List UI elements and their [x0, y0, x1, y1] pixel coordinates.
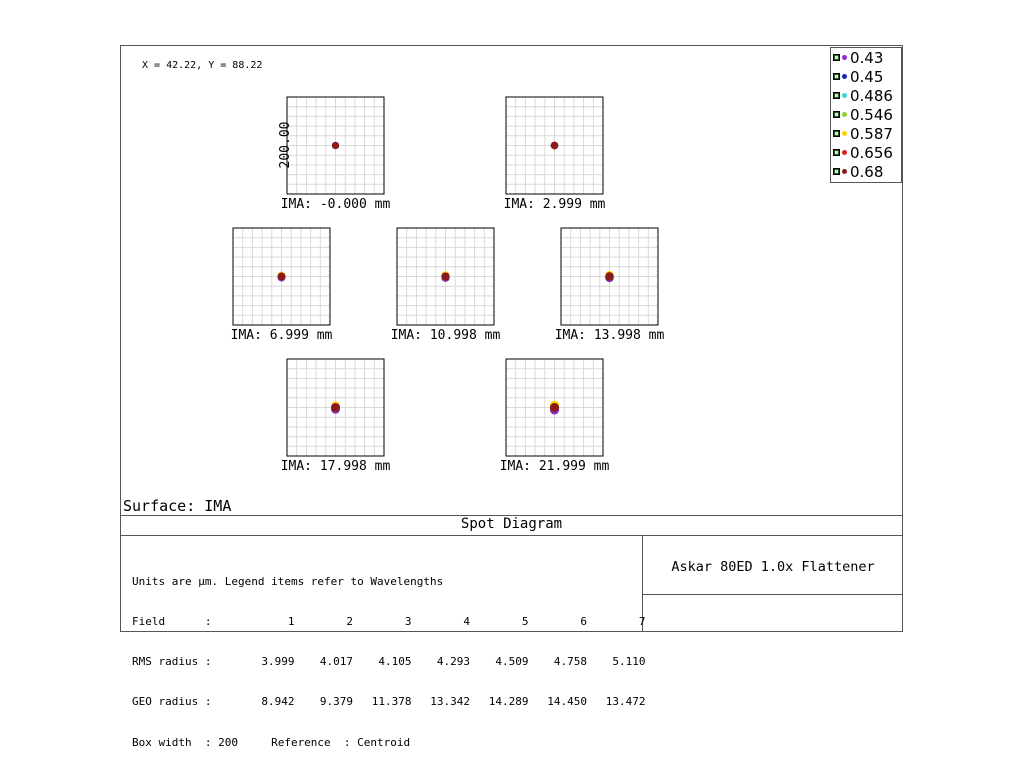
legend-label: 0.45: [850, 67, 884, 86]
spot-point: [277, 272, 286, 281]
checkbox-icon[interactable]: [833, 149, 840, 156]
spot-point: [550, 141, 559, 150]
table-cell: 4.758: [553, 655, 587, 669]
table-cell: 5.110: [612, 655, 646, 669]
legend-label: 0.43: [850, 48, 884, 67]
table-cell: 8.942: [261, 695, 295, 709]
table-cell: 3.999: [261, 655, 295, 669]
field-label: IMA: 13.998 mm: [555, 328, 665, 343]
table-cell: 7: [638, 615, 646, 629]
spot-box: [232, 227, 331, 326]
legend-marker: [842, 93, 847, 98]
table-cell: 4.509: [495, 655, 529, 669]
legend-label: 0.486: [850, 86, 893, 105]
spot-box: [505, 358, 604, 457]
lens-name: Askar 80ED 1.0x Flattener: [671, 559, 875, 575]
table-cell: 13.472: [605, 695, 646, 709]
table-cell: 4.293: [436, 655, 470, 669]
legend-item[interactable]: 0.656: [833, 143, 893, 162]
row-label: GEO radius :: [132, 695, 212, 709]
spot-point: [441, 272, 450, 281]
legend-item[interactable]: 0.43: [833, 48, 883, 67]
diagram-title: Spot Diagram: [460, 516, 563, 532]
spot-point: [550, 403, 559, 412]
legend-marker: [842, 150, 847, 155]
wavelength-legend: 0.43 0.45 0.486 0.546 0.587 0.656 0.68: [830, 47, 902, 183]
surface-label: Surface: IMA: [123, 497, 232, 515]
units-note: Units are µm. Legend items refer to Wave…: [132, 574, 444, 588]
legend-item[interactable]: 0.68: [833, 162, 883, 181]
table-cell: 9.379: [319, 695, 353, 709]
checkbox-icon[interactable]: [833, 54, 840, 61]
legend-marker: [842, 112, 847, 117]
checkbox-icon[interactable]: [833, 73, 840, 80]
table-cell: 1: [287, 615, 295, 629]
info-table: Units are µm. Legend items refer to Wave…: [132, 548, 646, 763]
field-label: IMA: 6.999 mm: [231, 328, 333, 343]
legend-marker: [842, 55, 847, 60]
spot-box: [286, 358, 385, 457]
field-label: IMA: 2.999 mm: [504, 197, 606, 212]
checkbox-icon[interactable]: [833, 111, 840, 118]
legend-item[interactable]: 0.486: [833, 86, 893, 105]
legend-label: 0.656: [850, 143, 893, 162]
legend-label: 0.68: [850, 162, 884, 181]
checkbox-icon[interactable]: [833, 168, 840, 175]
table-cell: 2: [346, 615, 353, 629]
geo-row: GEO radius : 8.942 9.379 11.378 13.342 1…: [132, 695, 646, 708]
divider: [642, 535, 643, 632]
legend-item[interactable]: 0.45: [833, 67, 883, 86]
checkbox-icon[interactable]: [833, 130, 840, 137]
field-row: Field : 1 2 3 4 5 6 7: [132, 615, 646, 628]
field-label: IMA: 17.998 mm: [281, 459, 391, 474]
table-cell: 4.017: [319, 655, 353, 669]
divider: [642, 594, 903, 595]
field-label: IMA: 10.998 mm: [391, 328, 501, 343]
field-label: IMA: -0.000 mm: [281, 197, 391, 212]
legend-marker: [842, 74, 847, 79]
field-label: IMA: 21.999 mm: [500, 459, 610, 474]
checkbox-icon[interactable]: [833, 92, 840, 99]
row-label: RMS radius :: [132, 655, 212, 669]
rms-row: RMS radius : 3.999 4.017 4.105 4.293 4.5…: [132, 655, 646, 668]
row-label: Field :: [132, 615, 212, 629]
table-cell: 5: [521, 615, 529, 629]
spot-box: [396, 227, 495, 326]
table-cell: 11.378: [371, 695, 412, 709]
table-cell: 6: [580, 615, 587, 629]
legend-marker: [842, 131, 847, 136]
plot-frame: [120, 45, 903, 632]
spot-box: [560, 227, 659, 326]
box-width-label: 200.00: [278, 122, 293, 169]
legend-item[interactable]: 0.587: [833, 124, 893, 143]
table-cell: 14.289: [488, 695, 529, 709]
table-cell: 4.105: [378, 655, 412, 669]
table-cell: 13.342: [430, 695, 470, 709]
spot-point: [331, 141, 340, 150]
spot-box: [505, 96, 604, 195]
legend-item[interactable]: 0.546: [833, 105, 893, 124]
table-cell: 14.450: [547, 695, 587, 709]
divider: [120, 515, 903, 516]
spot-box: [286, 96, 385, 195]
box-width-line: Box width : 200 Reference : Centroid: [132, 735, 411, 749]
spot-diagram-plot: IMA: -0.000 mm IMA: 2.999 mm IMA: 6.999 mm…: [231, 96, 665, 474]
legend-marker: [842, 169, 847, 174]
table-cell: 3: [404, 615, 412, 629]
spot-point: [331, 403, 340, 412]
spot-point: [605, 272, 614, 281]
divider: [120, 535, 903, 536]
cursor-coordinates: X = 42.22, Y = 88.22: [142, 60, 263, 71]
table-cell: 4: [463, 615, 470, 629]
legend-label: 0.546: [850, 105, 893, 124]
legend-label: 0.587: [850, 124, 893, 143]
